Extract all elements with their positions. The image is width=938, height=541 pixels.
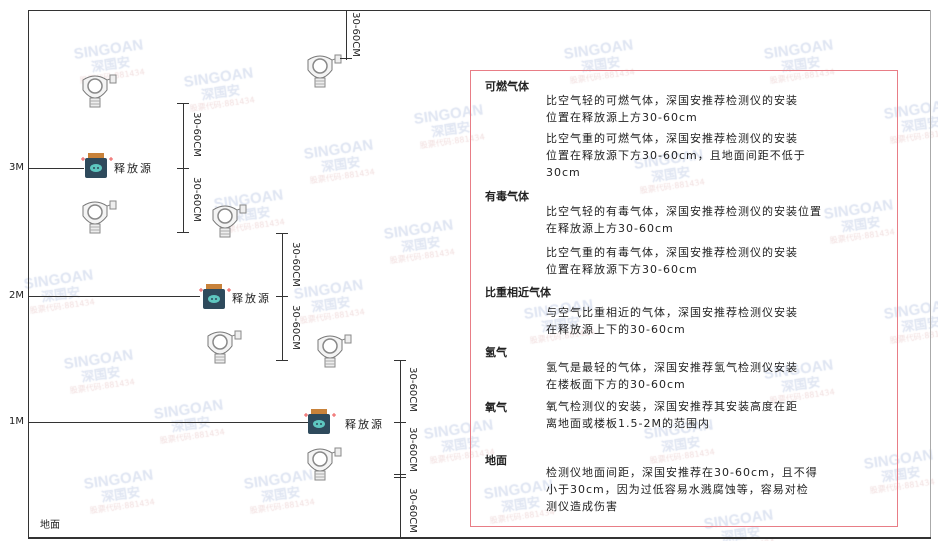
- paragraph: 比空气轻的可燃气体，深国安推荐检测仪的安装 位置在释放源上方30-60cm: [546, 94, 798, 124]
- paragraph: 比空气重的有毒气体，深国安推荐检测仪的安装 位置在释放源下方30-60cm: [546, 246, 798, 276]
- source-label-2m: 释放源: [232, 292, 271, 305]
- section-heading: 可燃气体: [485, 80, 529, 93]
- wall-line: [28, 10, 29, 538]
- paragraph: 比空气轻的有毒气体，深国安推荐检测仪的安装位置 在释放源上方30-60cm: [546, 205, 822, 235]
- dimension-label: 30-60CM: [406, 427, 418, 472]
- paragraph: 检测仪地面间距，深国安推荐在30-60cm，且不得 小于30cm，因为过低容易水溅…: [546, 466, 818, 513]
- ground-label: 地面: [40, 520, 60, 531]
- dimension-tick: [340, 58, 352, 59]
- gas-detector-icon: [77, 198, 117, 238]
- dimension-label: 30-60CM: [289, 242, 301, 287]
- paragraph: 氧气检测仪的安装，深国安推荐其安装高度在距 离地面或楼板1.5-2M的范围内: [546, 400, 798, 430]
- section-heading: 氧气: [485, 401, 507, 414]
- dimension-line: [400, 360, 401, 538]
- dimension-tick: [394, 474, 406, 475]
- dimension-label: 30-60CM: [190, 177, 202, 222]
- dimension-label: 30-60CM: [190, 112, 202, 157]
- paragraph: 比空气重的可燃气体，深国安推荐检测仪的安装 位置在释放源下方30-60cm，且地面…: [546, 132, 806, 179]
- dimension-tick: [394, 422, 406, 423]
- gas-release-source-icon: [80, 152, 114, 184]
- dimension-tick: [177, 168, 189, 169]
- paragraph: 氢气是最轻的气体，深国安推荐氢气检测仪安装 在楼板面下方的30-60cm: [546, 361, 798, 391]
- section-heading: 比重相近气体: [485, 286, 551, 299]
- dimension-line: [346, 10, 347, 60]
- source-label-1m: 释放源: [345, 418, 384, 431]
- dimension-line: [282, 233, 283, 361]
- ceiling-line: [28, 10, 931, 11]
- height-label-2m: 2M: [9, 290, 24, 301]
- guidelines-panel: 可燃气体 比空气轻的可燃气体，深国安推荐检测仪的安装 位置在释放源上方30-60c…: [470, 70, 898, 527]
- dimension-tick: [177, 103, 189, 104]
- dimension-tick: [394, 360, 406, 361]
- height-line-3m: [28, 168, 84, 169]
- paragraph: 与空气比重相近的气体，深国安推荐检测仪安装 在释放源上下的30-60cm: [546, 306, 798, 336]
- source-label-3m: 释放源: [114, 162, 153, 175]
- gas-detector-icon: [302, 445, 342, 485]
- height-label-1m: 1M: [9, 416, 24, 427]
- gas-detector-icon: [312, 332, 352, 372]
- dimension-tick: [394, 477, 406, 478]
- section-heading: 有毒气体: [485, 190, 529, 203]
- dimension-label: 30-60CM: [406, 488, 418, 533]
- gas-detector-icon: [202, 328, 242, 368]
- right-border: [930, 10, 931, 538]
- gas-detector-icon: [302, 52, 342, 92]
- dimension-tick: [276, 296, 288, 297]
- dimension-tick: [177, 232, 189, 233]
- dimension-label: 30-60CM: [289, 305, 301, 350]
- dimension-label: 30-60CM: [406, 367, 418, 412]
- dimension-label: 30-60CM: [349, 12, 361, 57]
- dimension-tick: [276, 360, 288, 361]
- gas-release-source-icon: [303, 408, 337, 440]
- height-label-3m: 3M: [9, 162, 24, 173]
- section-heading: 地面: [485, 454, 507, 467]
- height-line-2m: [28, 296, 200, 297]
- gas-detector-icon: [207, 202, 247, 242]
- gas-release-source-icon: [198, 283, 232, 315]
- gas-detector-icon: [77, 72, 117, 112]
- section-heading: 氢气: [485, 346, 507, 359]
- floor-line: [28, 537, 931, 539]
- height-line-1m: [28, 422, 308, 423]
- dimension-tick: [276, 233, 288, 234]
